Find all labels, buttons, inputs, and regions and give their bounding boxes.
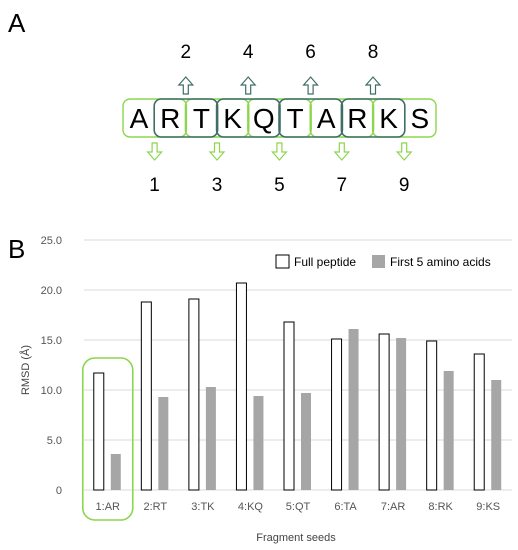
fragment-box-3 bbox=[184, 98, 250, 138]
sequence-letter: K bbox=[379, 103, 398, 134]
x-tick-label: 6:TA bbox=[334, 501, 357, 513]
bar-first-5-amino-acids bbox=[205, 387, 216, 490]
gridlines bbox=[84, 239, 512, 491]
down-arrow-icon bbox=[208, 142, 226, 161]
x-tick-label: 5:QT bbox=[286, 501, 311, 513]
sequence-letter: K bbox=[223, 103, 242, 134]
bar-full-peptide bbox=[331, 338, 343, 491]
y-tick-label: 20.0 bbox=[41, 285, 62, 297]
x-tick-label: 1:AR bbox=[96, 501, 121, 513]
x-tick-label: 8:RK bbox=[428, 501, 453, 513]
fragment-box-6 bbox=[278, 98, 344, 138]
top-arrows: 2 4 6 8 bbox=[177, 42, 382, 95]
fragment-box-9 bbox=[371, 98, 437, 138]
bar-first-5-amino-acids bbox=[396, 338, 407, 490]
y-tick-label: 25.0 bbox=[41, 235, 62, 247]
bar-first-5-amino-acids bbox=[253, 396, 264, 490]
down-arrow-icon bbox=[146, 142, 163, 161]
sequence-letter: T bbox=[193, 103, 210, 134]
sequence-letter: Q bbox=[253, 103, 275, 134]
fragment-number: 8 bbox=[368, 42, 379, 63]
x-tick-label: 9:KS bbox=[476, 501, 500, 513]
bars bbox=[93, 282, 502, 491]
up-arrow-icon bbox=[239, 76, 257, 95]
down-arrow-icon bbox=[333, 142, 351, 161]
bar-full-peptide bbox=[93, 372, 105, 491]
fragment-number: 2 bbox=[181, 42, 192, 63]
up-arrow-icon bbox=[177, 76, 195, 95]
down-arrow-icon bbox=[395, 142, 413, 161]
bar-full-peptide bbox=[378, 333, 390, 491]
legend-label-full-peptide: Full peptide bbox=[294, 255, 356, 269]
bar-first-5-amino-acids bbox=[110, 454, 121, 490]
bar-first-5-amino-acids bbox=[158, 397, 169, 490]
up-arrow-icon bbox=[364, 76, 382, 95]
sequence-letter: S bbox=[410, 103, 429, 134]
x-tick-label: 3:TK bbox=[191, 501, 215, 513]
fragment-boxes bbox=[122, 98, 437, 138]
y-axis-title: RMSD (Å) bbox=[19, 345, 32, 395]
legend-swatch-first-5 bbox=[372, 255, 385, 268]
bar-full-peptide bbox=[426, 340, 438, 491]
fragment-box-8 bbox=[340, 98, 406, 138]
x-tick-label: 2:RT bbox=[144, 501, 168, 513]
sequence-letter: R bbox=[347, 103, 367, 134]
fragment-box-4 bbox=[215, 98, 281, 138]
x-tick-labels: 1:AR 2:RT 3:TK 4:KQ 5:QT 6:TA 7:AR 8:RK 9:KS bbox=[96, 501, 501, 513]
sequence-letter: A bbox=[130, 103, 149, 134]
panel-b-label: B bbox=[8, 234, 25, 264]
bar-full-peptide bbox=[188, 298, 200, 491]
bottom-arrows: 1 3 5 7 9 bbox=[146, 142, 413, 196]
fragment-number: 6 bbox=[305, 42, 316, 63]
bar-full-peptide bbox=[140, 301, 152, 491]
panel-b: B 0 5.0 10.0 15.0 20.0 25.0 RMSD (Å) 1:AR 2:RT… bbox=[8, 234, 512, 544]
bar-full-peptide bbox=[235, 282, 247, 491]
y-tick-label: 15.0 bbox=[41, 335, 62, 347]
sequence-letter: T bbox=[286, 103, 303, 134]
y-tick-label: 0 bbox=[56, 485, 62, 497]
bar-full-peptide bbox=[283, 321, 295, 491]
fragment-number: 5 bbox=[274, 175, 285, 196]
legend: Full peptide First 5 amino acids bbox=[275, 254, 491, 269]
fragment-box-7 bbox=[309, 98, 375, 138]
sequence-letter: A bbox=[317, 103, 336, 134]
x-axis-title: Fragment seeds bbox=[256, 532, 336, 544]
fragment-number: 4 bbox=[243, 42, 254, 63]
fragment-number: 1 bbox=[149, 175, 160, 196]
bar-first-5-amino-acids bbox=[443, 371, 454, 490]
bar-full-peptide bbox=[473, 353, 485, 491]
fragment-box-5 bbox=[247, 98, 312, 138]
fragment-box-2 bbox=[153, 98, 219, 138]
fragment-number: 3 bbox=[212, 175, 223, 196]
y-tick-label: 5.0 bbox=[47, 435, 62, 447]
highlight-box bbox=[81, 357, 134, 521]
fragment-number: 7 bbox=[337, 175, 348, 196]
y-tick-labels: 0 5.0 10.0 15.0 20.0 25.0 bbox=[41, 235, 62, 497]
fragment-number: 9 bbox=[399, 175, 410, 196]
bar-first-5-amino-acids bbox=[491, 380, 502, 490]
legend-label-first-5: First 5 amino acids bbox=[390, 255, 491, 269]
bar-first-5-amino-acids bbox=[301, 393, 311, 490]
fragment-box-1 bbox=[122, 98, 188, 138]
legend-swatch-full-peptide bbox=[275, 254, 290, 269]
sequence-letter: R bbox=[160, 103, 180, 134]
up-arrow-icon bbox=[302, 76, 319, 95]
x-tick-label: 4:KQ bbox=[238, 501, 264, 513]
bar-first-5-amino-acids bbox=[348, 329, 359, 490]
y-tick-label: 10.0 bbox=[41, 385, 62, 397]
down-arrow-icon bbox=[271, 142, 288, 161]
panel-a-label: A bbox=[8, 8, 26, 38]
x-tick-label: 7:AR bbox=[381, 501, 406, 513]
